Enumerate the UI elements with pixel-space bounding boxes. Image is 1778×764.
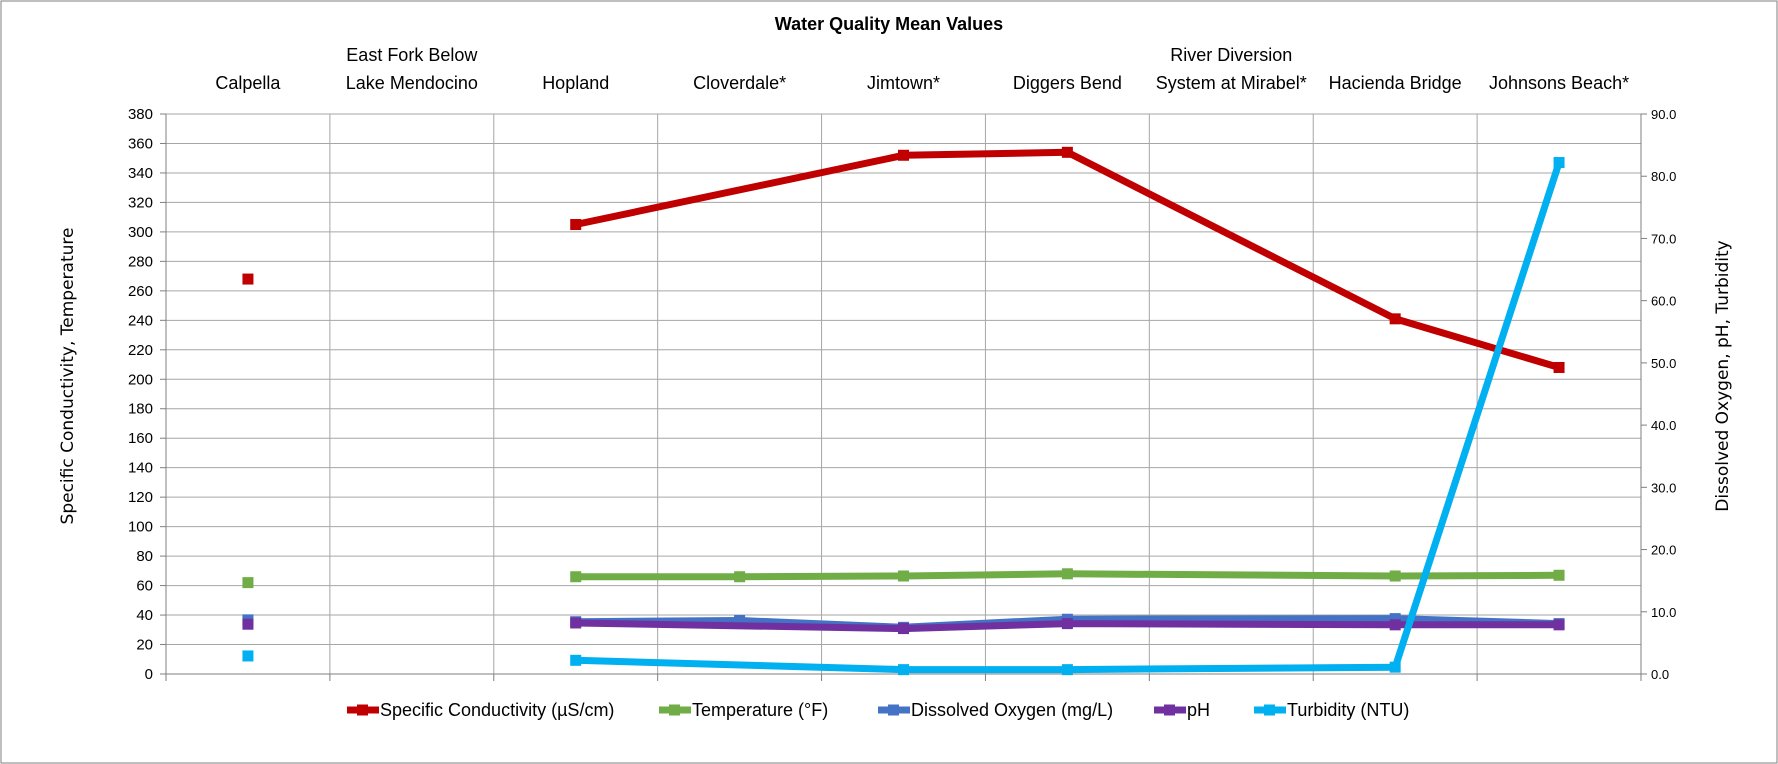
chart-title: Water Quality Mean Values xyxy=(775,14,1003,34)
y-right-tick-label: 50.0 xyxy=(1651,356,1676,371)
category-label: Hacienda Bridge xyxy=(1329,73,1462,93)
legend-entry-label: Specific Conductivity (µS/cm) xyxy=(380,700,614,720)
legend-entry-label: Temperature (°F) xyxy=(692,700,828,720)
y-left-tick-label: 0 xyxy=(145,666,153,683)
y-right-tick-label: 20.0 xyxy=(1651,543,1676,558)
y-left-tick-label: 260 xyxy=(128,283,153,300)
data-point xyxy=(1553,157,1565,169)
y-right-tick-label: 30.0 xyxy=(1651,480,1676,495)
legend-entry-label: pH xyxy=(1187,700,1210,720)
category-label: Calpella xyxy=(215,73,281,93)
category-label: System at Mirabel* xyxy=(1156,73,1307,93)
data-point xyxy=(898,570,909,582)
data-point xyxy=(1389,570,1401,582)
y-right-tick-label: 90.0 xyxy=(1651,107,1676,122)
data-point xyxy=(1061,146,1073,158)
y-left-tick-label: 60 xyxy=(136,578,153,595)
data-point xyxy=(1061,568,1073,580)
category-label: River Diversion xyxy=(1170,45,1292,65)
data-point xyxy=(570,617,582,629)
y-left-tick-label: 380 xyxy=(128,106,153,123)
data-point xyxy=(1553,361,1565,373)
y-left-tick-label: 340 xyxy=(128,165,153,182)
legend-entry-label: Turbidity (NTU) xyxy=(1287,700,1409,720)
legend-swatch-marker xyxy=(1164,704,1175,716)
y-left-tick-label: 320 xyxy=(128,194,153,211)
legend-swatch-marker xyxy=(357,704,368,716)
data-point xyxy=(898,664,909,676)
legend-entry-label: Dissolved Oxygen (mg/L) xyxy=(911,700,1113,720)
data-point xyxy=(1553,619,1565,631)
y-right-tick-label: 80.0 xyxy=(1651,169,1676,184)
y-right-tick-label: 10.0 xyxy=(1651,605,1676,620)
grid xyxy=(165,113,1642,675)
category-label: Hopland xyxy=(542,73,609,93)
data-point xyxy=(242,650,254,662)
y-left-tick-label: 40 xyxy=(136,607,153,624)
y-right-tick-label: 60.0 xyxy=(1651,294,1676,309)
data-point xyxy=(1389,613,1401,625)
y-left-tick-label: 280 xyxy=(128,253,153,270)
y-axis-right-label: Dissolved Oxygen, pH, Turbidity xyxy=(1713,240,1733,511)
data-point xyxy=(1389,619,1401,631)
y-left-tick-label: 180 xyxy=(128,401,153,418)
data-point xyxy=(1389,661,1401,673)
data-point xyxy=(898,149,909,161)
category-label: Cloverdale* xyxy=(693,73,786,93)
data-point xyxy=(570,219,582,231)
category-label: Johnsons Beach* xyxy=(1489,73,1629,93)
y-left-tick-label: 120 xyxy=(128,489,153,506)
data-point xyxy=(242,273,254,285)
legend-swatch-marker xyxy=(669,704,680,716)
data-point xyxy=(242,618,254,630)
series-group xyxy=(242,146,1565,373)
data-point xyxy=(1389,313,1401,325)
data-point xyxy=(898,623,909,635)
y-left-tick-label: 20 xyxy=(136,637,153,654)
data-point xyxy=(1061,664,1073,676)
y-left-tick-label: 300 xyxy=(128,224,153,241)
data-point xyxy=(242,577,254,589)
y-right-tick-label: 70.0 xyxy=(1651,231,1676,246)
legend: Specific Conductivity (µS/cm) Temperature… xyxy=(347,700,1409,720)
y-left-tick-label: 200 xyxy=(128,371,153,388)
series-group xyxy=(242,617,1565,635)
data-point xyxy=(734,571,746,583)
y-left-tick-label: 160 xyxy=(128,430,153,447)
category-label: Jimtown* xyxy=(867,73,940,93)
data-point xyxy=(734,614,746,626)
y-left-tick-label: 140 xyxy=(128,460,153,477)
series-group xyxy=(242,157,1565,676)
y-right-tick-label: 40.0 xyxy=(1651,418,1676,433)
data-point xyxy=(570,654,582,666)
series xyxy=(242,146,1565,676)
y-left-tick-label: 220 xyxy=(128,342,153,359)
y-left-tick-label: 80 xyxy=(136,548,153,565)
category-label: Diggers Bend xyxy=(1013,73,1122,93)
y-left-tick-label: 240 xyxy=(128,312,153,329)
legend-swatch-marker xyxy=(888,704,899,716)
category-label: East Fork Below xyxy=(346,45,478,65)
y-left-tick-label: 360 xyxy=(128,135,153,152)
legend-swatch-marker xyxy=(1264,704,1275,716)
data-point xyxy=(1061,618,1073,630)
category-label: Lake Mendocino xyxy=(346,73,478,93)
category-labels: Calpella East Fork Below Lake Mendocino Hop… xyxy=(215,45,1629,93)
y-right-tick-label: 0.0 xyxy=(1651,667,1669,682)
y-left-tick-label: 100 xyxy=(128,519,153,536)
data-point xyxy=(1553,569,1565,581)
data-point xyxy=(570,571,582,583)
y-axis-left-label: Specific Conductivity, Temperature xyxy=(58,228,78,525)
